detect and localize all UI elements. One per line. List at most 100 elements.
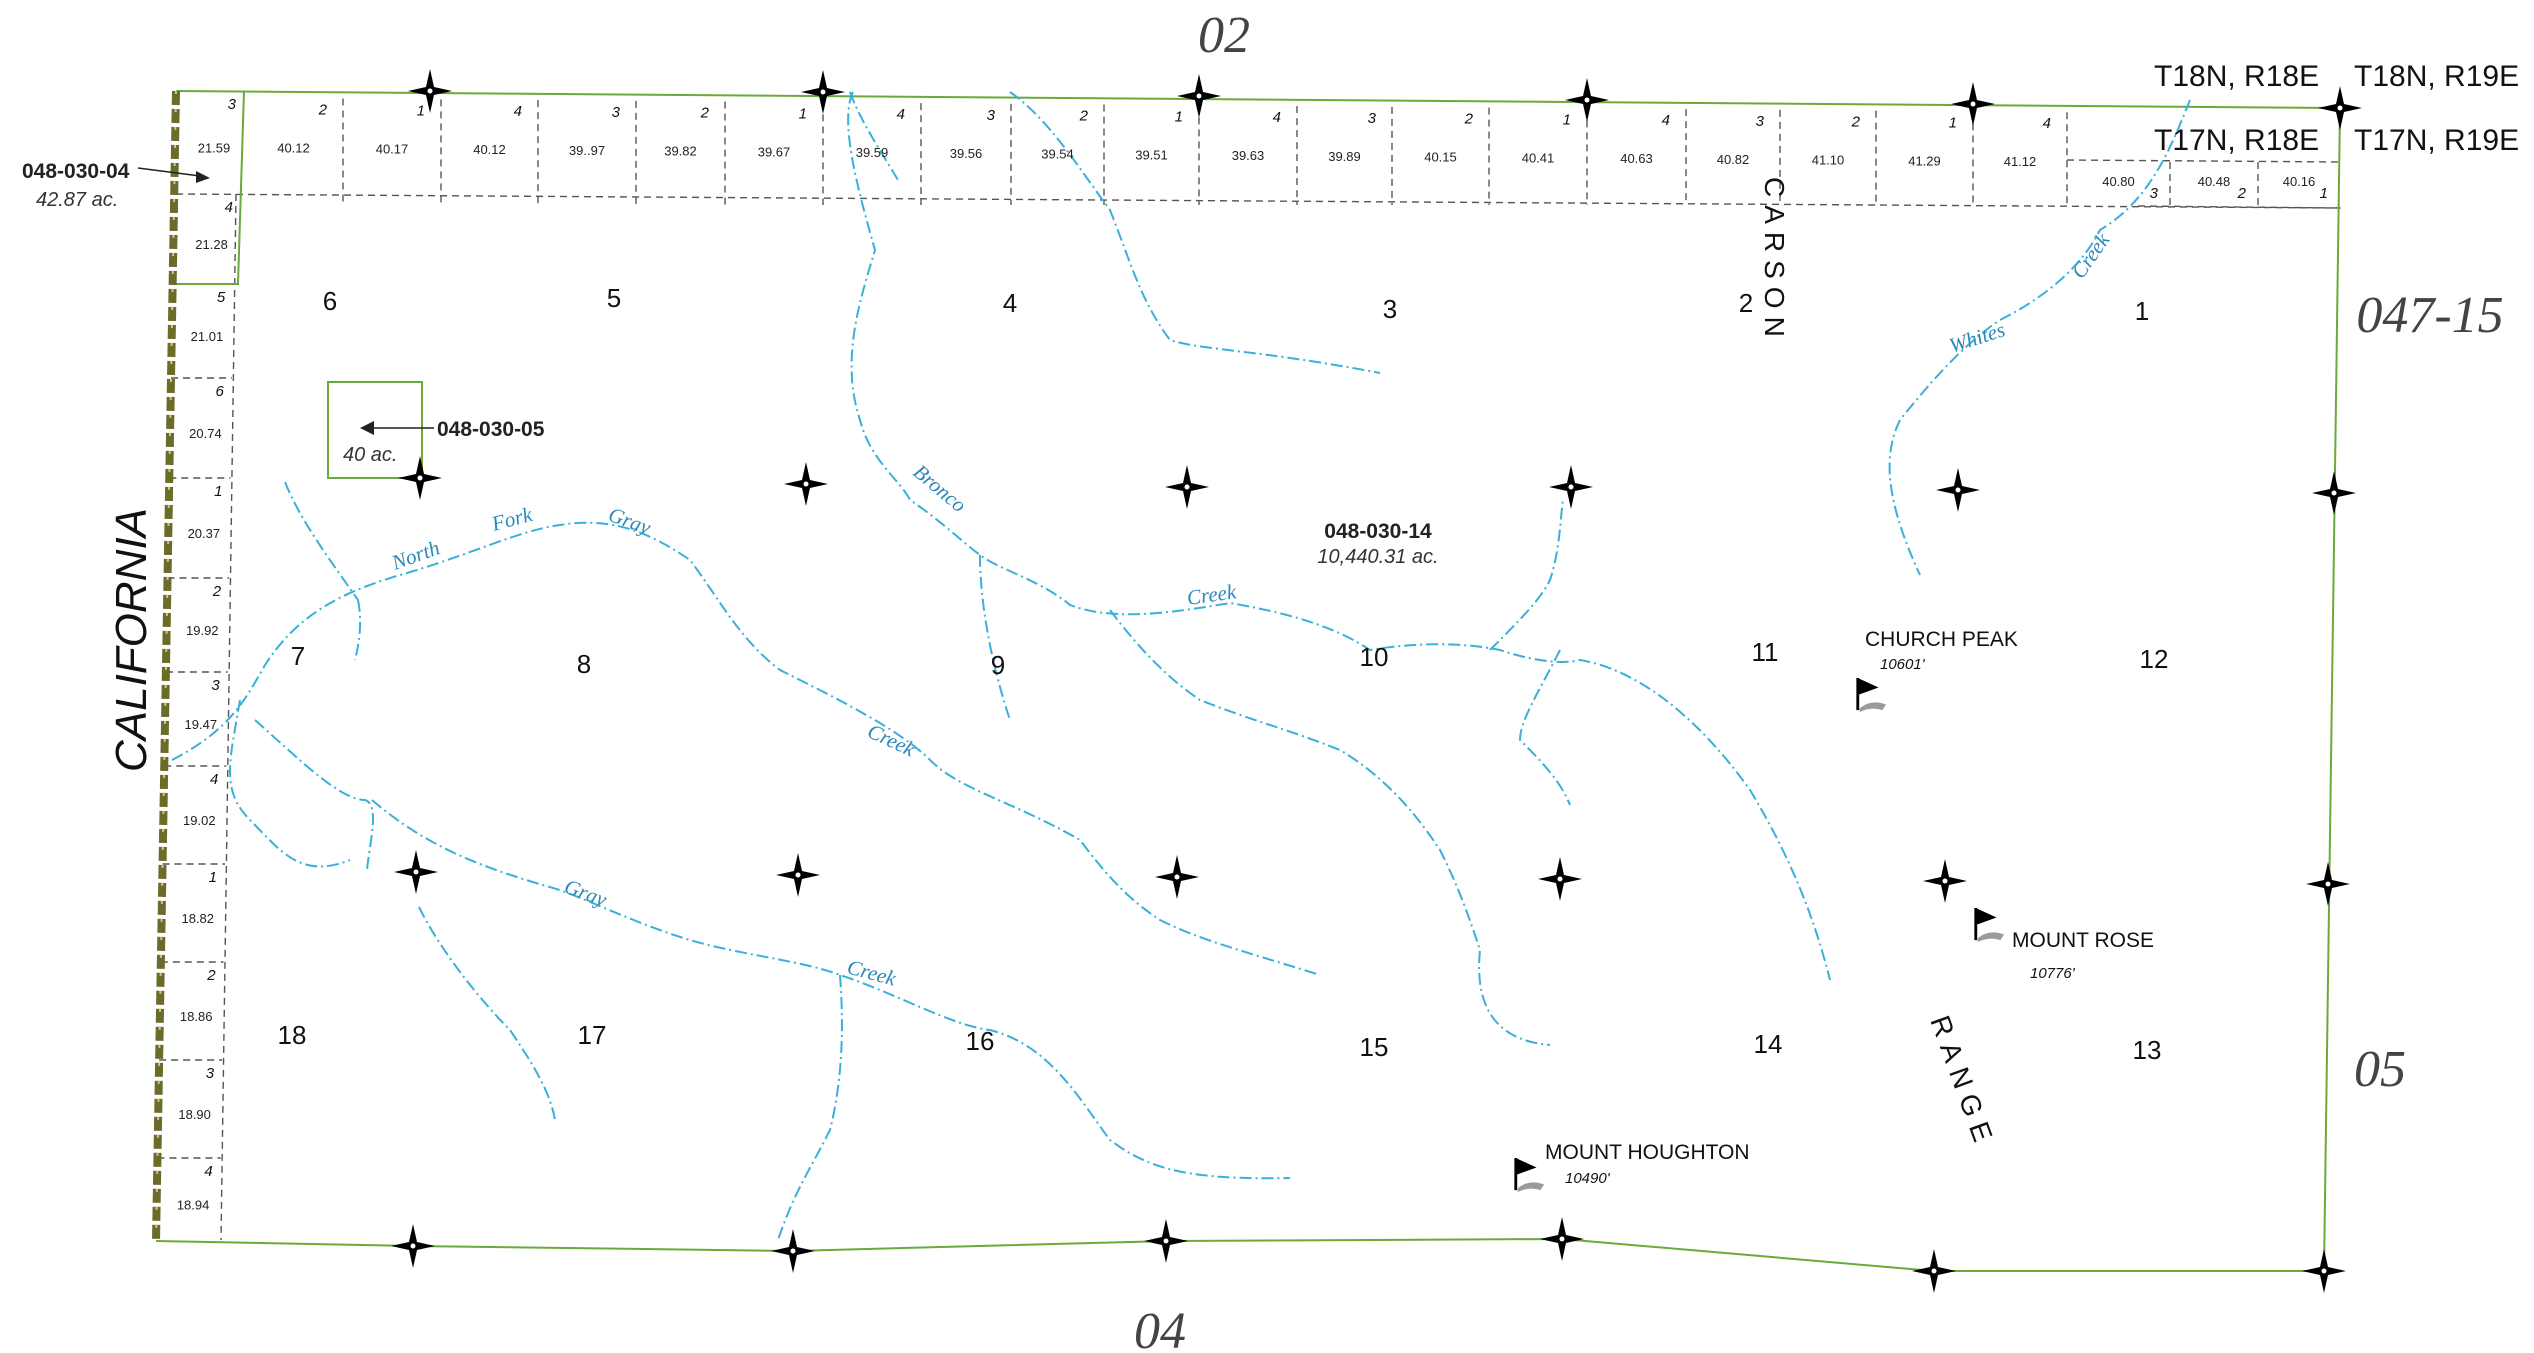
lot-acreage: 39.67 bbox=[758, 144, 791, 159]
lot-number: 4 bbox=[897, 106, 905, 123]
peak-elevation: 10490' bbox=[1565, 1170, 1611, 1187]
four-point-star-icon bbox=[776, 853, 820, 897]
four-point-star-icon bbox=[1549, 465, 1593, 509]
four-point-star-icon bbox=[1540, 1217, 1584, 1261]
lot-number: 5 bbox=[217, 289, 226, 306]
four-point-star-icon bbox=[408, 69, 452, 113]
section-number-13: 13 bbox=[2133, 1035, 2162, 1065]
lot-acreage: 40.63 bbox=[1620, 151, 1653, 166]
parcel-048-030-04-arrow bbox=[137, 167, 210, 183]
creek-label-gray-lower: Gray bbox=[561, 874, 610, 912]
lot-acreage: 18.86 bbox=[180, 1009, 213, 1024]
section-number-18: 18 bbox=[278, 1020, 307, 1050]
lot-acreage: 39.89 bbox=[1328, 149, 1361, 164]
corner-markers bbox=[391, 69, 2362, 1293]
lot-number: 4 bbox=[204, 1163, 212, 1180]
creek-label-gray-upper: Gray bbox=[605, 502, 654, 540]
west-lot-labels: 3 21.59 4 21.28 5 21.01 6 20.74 1 20.37 2 19.92 3 19.… bbox=[177, 96, 237, 1213]
east-lot-labels: 3 40.80 2 40.48 1 40.16 bbox=[2102, 174, 2328, 202]
lot-number: 3 bbox=[206, 1065, 215, 1082]
creek-label-whites: Whites bbox=[1946, 317, 2008, 357]
lot-number: 3 bbox=[1368, 110, 1377, 127]
range-word-carson: CARSON bbox=[1759, 177, 1790, 345]
four-point-star-icon bbox=[1951, 82, 1995, 126]
lot-number: 1 bbox=[214, 483, 222, 500]
four-point-star-icon bbox=[1923, 859, 1967, 903]
peak-mount-rose: MOUNT ROSE 10776' bbox=[1974, 906, 2154, 982]
lot-acreage: 19.02 bbox=[183, 813, 216, 828]
four-point-star-icon bbox=[1177, 74, 1221, 118]
top-lot-labels: 2 40.12 1 40.17 4 40.12 3 39..97 2 39.82 1 39.67 4 39… bbox=[277, 102, 2051, 170]
peak-church-peak: CHURCH PEAK 10601' bbox=[1856, 628, 2018, 714]
lot-acreage: 40.12 bbox=[277, 141, 310, 156]
lot-acreage: 18.90 bbox=[178, 1107, 211, 1122]
creek-labels: North Fork Gray Creek Bronco Creek White… bbox=[388, 228, 2115, 991]
lot-acreage: 18.94 bbox=[177, 1198, 210, 1213]
summit-flag-icon bbox=[1856, 676, 1888, 714]
section-number-10: 10 bbox=[1360, 642, 1389, 672]
section-number-12: 12 bbox=[2140, 644, 2169, 674]
four-point-star-icon bbox=[398, 456, 442, 500]
four-point-star-icon bbox=[391, 1224, 435, 1268]
section-number-7: 7 bbox=[291, 641, 305, 671]
lot-number: 1 bbox=[799, 105, 807, 122]
lot-number: 4 bbox=[2043, 115, 2051, 132]
four-point-star-icon bbox=[2306, 862, 2350, 906]
lot-number: 4 bbox=[225, 199, 233, 216]
lot-number: 2 bbox=[206, 967, 216, 984]
lot-number: 4 bbox=[1273, 109, 1281, 126]
four-point-star-icon bbox=[1912, 1249, 1956, 1293]
lot-number: 3 bbox=[2150, 185, 2159, 202]
lot-acreage: 21.01 bbox=[191, 329, 224, 344]
section-number-1: 1 bbox=[2135, 296, 2149, 326]
lot-acreage: 20.74 bbox=[189, 426, 222, 441]
sheet-ref-top: 02 bbox=[1198, 7, 1250, 64]
four-point-star-icon bbox=[2312, 471, 2356, 515]
parcel-048-030-05-boundary bbox=[327, 381, 423, 479]
lot-number: 1 bbox=[2320, 185, 2328, 202]
four-point-star-icon bbox=[394, 850, 438, 894]
lot-number: 1 bbox=[1563, 111, 1571, 128]
lot-acreage: 40.80 bbox=[2102, 174, 2135, 189]
peak-name: MOUNT HOUGHTON bbox=[1545, 1141, 1750, 1164]
lot-number: 2 bbox=[212, 583, 222, 600]
creek-label-whites-creek: Creek bbox=[2066, 228, 2114, 283]
peak-name: CHURCH PEAK bbox=[1865, 628, 2018, 651]
lot-acreage: 19.92 bbox=[186, 623, 219, 638]
section-number-4: 4 bbox=[1003, 288, 1017, 318]
lot-number: 1 bbox=[417, 102, 425, 119]
lot-number: 3 bbox=[987, 107, 996, 124]
section-number-15: 15 bbox=[1360, 1032, 1389, 1062]
parcel-apn-048-030-04: 048-030-04 bbox=[22, 160, 130, 183]
state-label: CALIFORNIA bbox=[107, 508, 156, 772]
lot-number: 2 bbox=[1464, 111, 1474, 128]
creek-label-creek-upper: Creek bbox=[864, 719, 919, 762]
four-point-star-icon bbox=[2302, 1249, 2346, 1293]
lot-number: 3 bbox=[211, 677, 220, 694]
section-number-8: 8 bbox=[577, 649, 591, 679]
lot-acreage: 39.56 bbox=[950, 146, 983, 161]
lot-number: 4 bbox=[514, 103, 522, 120]
township-label-ne-lower: T17N, R19E bbox=[2354, 124, 2519, 157]
parcel-boundary bbox=[155, 90, 2342, 1272]
parcel-048-030-05-arrow bbox=[360, 421, 434, 435]
four-point-star-icon bbox=[1165, 465, 1209, 509]
creek-label-north: North bbox=[388, 535, 443, 575]
lot-number: 1 bbox=[209, 869, 217, 886]
township-label-nw-upper: T18N, R18E bbox=[2154, 60, 2319, 93]
lot-acreage: 40.15 bbox=[1424, 150, 1457, 165]
section-number-14: 14 bbox=[1754, 1029, 1783, 1059]
state-line bbox=[152, 90, 180, 1242]
lot-acreage: 19.47 bbox=[185, 717, 218, 732]
lot-acreage: 39.51 bbox=[1135, 147, 1168, 162]
lot-number: 3 bbox=[228, 96, 237, 113]
summit-flag-icon bbox=[1974, 906, 2006, 944]
sheet-ref-right-upper: 047-15 bbox=[2356, 287, 2503, 344]
lot-acreage: 40.17 bbox=[376, 141, 409, 156]
range-word-range: RANGE bbox=[1924, 1011, 2001, 1153]
peak-mount-houghton: MOUNT HOUGHTON 10490' bbox=[1514, 1141, 1750, 1194]
parcel-area-048-030-14: 10,440.31 ac. bbox=[1317, 546, 1438, 568]
lot-acreage: 41.12 bbox=[2004, 154, 2037, 169]
